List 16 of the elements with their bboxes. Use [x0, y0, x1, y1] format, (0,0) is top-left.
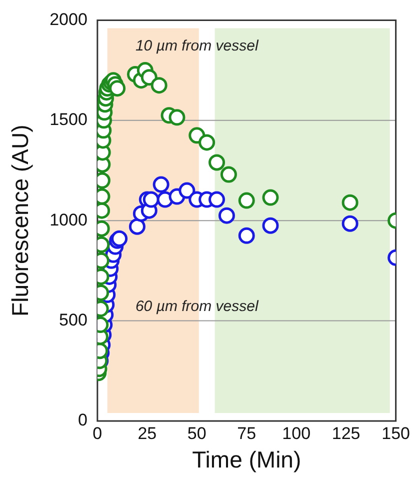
annotation: 10 µm from vessel [135, 37, 259, 54]
x-tick-label: 0 [92, 424, 102, 443]
x-tick-label: 125 [332, 424, 360, 443]
y-tick-label: 0 [78, 410, 88, 430]
y-tick-label: 1500 [50, 110, 88, 130]
y-tick-label: 1000 [50, 210, 88, 230]
x-axis-title: Time (Min) [192, 446, 302, 473]
x-tick-label: 75 [237, 424, 256, 443]
x-tick-label: 100 [282, 424, 311, 443]
y-tick-label: 2000 [50, 10, 88, 29]
y-axis-title: Fluorescence (AU) [7, 124, 34, 316]
annotation: 60 µm from vessel [135, 298, 259, 315]
x-tick-label: 150 [382, 424, 410, 443]
x-tick-label: 25 [138, 424, 157, 443]
x-tick-label: 50 [187, 424, 206, 443]
y-tick-label: 500 [59, 310, 88, 330]
